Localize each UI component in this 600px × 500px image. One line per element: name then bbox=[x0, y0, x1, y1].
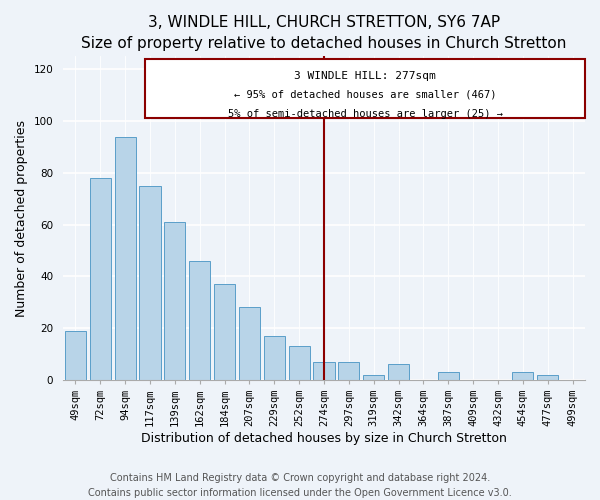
X-axis label: Distribution of detached houses by size in Church Stretton: Distribution of detached houses by size … bbox=[141, 432, 507, 445]
Y-axis label: Number of detached properties: Number of detached properties bbox=[15, 120, 28, 316]
Title: 3, WINDLE HILL, CHURCH STRETTON, SY6 7AP
Size of property relative to detached h: 3, WINDLE HILL, CHURCH STRETTON, SY6 7AP… bbox=[82, 15, 567, 51]
Bar bbox=[438, 372, 459, 380]
Bar bbox=[139, 186, 161, 380]
Bar bbox=[164, 222, 185, 380]
Bar bbox=[65, 330, 86, 380]
Bar bbox=[363, 374, 384, 380]
Bar bbox=[289, 346, 310, 380]
Text: Contains HM Land Registry data © Crown copyright and database right 2024.
Contai: Contains HM Land Registry data © Crown c… bbox=[88, 472, 512, 498]
Bar bbox=[512, 372, 533, 380]
Bar bbox=[189, 261, 210, 380]
Bar bbox=[388, 364, 409, 380]
Bar bbox=[264, 336, 285, 380]
Bar bbox=[90, 178, 111, 380]
Bar bbox=[338, 362, 359, 380]
Bar bbox=[115, 136, 136, 380]
Text: ← 95% of detached houses are smaller (467): ← 95% of detached houses are smaller (46… bbox=[234, 90, 496, 100]
Text: 5% of semi-detached houses are larger (25) →: 5% of semi-detached houses are larger (2… bbox=[227, 110, 503, 120]
Bar bbox=[313, 362, 335, 380]
Text: 3 WINDLE HILL: 277sqm: 3 WINDLE HILL: 277sqm bbox=[294, 70, 436, 81]
FancyBboxPatch shape bbox=[145, 59, 585, 118]
Bar bbox=[214, 284, 235, 380]
Bar bbox=[537, 374, 558, 380]
Bar bbox=[239, 308, 260, 380]
